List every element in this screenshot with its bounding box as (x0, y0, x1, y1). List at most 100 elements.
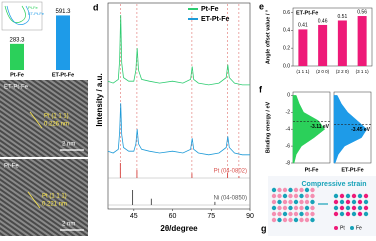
reference-label: Pt (04-0802) (214, 169, 247, 175)
value-label: 283.3 (9, 37, 25, 43)
lattice-atom (351, 193, 357, 199)
lattice-atom (282, 193, 288, 199)
lattice-atom (345, 199, 351, 205)
center-label: -3.45 eV (351, 127, 371, 133)
x-tick-label: Pt-Fe (10, 72, 24, 78)
lattice-atom (310, 205, 315, 211)
lattice-atom (357, 193, 363, 199)
inset-legend: ET-Pt-Fe (28, 11, 45, 16)
spacing-label: 0.221 nm (42, 202, 67, 208)
lattice-atom (288, 205, 293, 211)
x-tick-label: ET-Pt-Fe (52, 72, 74, 78)
lattice-atom (271, 187, 277, 193)
y-tick-label: 0.0 (283, 63, 290, 69)
x-tick-label: 60 (169, 213, 177, 220)
x-tick-label: (3 1 1) (356, 69, 370, 74)
scale-label: 2 nm (62, 142, 75, 148)
lattice-atom (293, 193, 299, 199)
lattice-atom (310, 199, 315, 205)
lattice-atom (333, 193, 339, 199)
series-label: ET-Pt-Fe (341, 167, 363, 173)
lattice-atom (293, 187, 299, 193)
inset-curve (4, 5, 26, 23)
plane-label: Pt (1 1 1) (44, 114, 69, 120)
lattice-atom (282, 217, 288, 223)
x-tick-label: (2 2 0) (336, 69, 350, 74)
tem-label: ET-Pt-Fe (4, 85, 29, 91)
legend-text: Pt-Fe (201, 6, 219, 13)
lattice-atom (293, 199, 299, 205)
legend-dot (334, 226, 338, 230)
series-label: Pt-Fe (305, 167, 319, 173)
lattice-atom (282, 211, 288, 217)
lattice-atom (271, 217, 277, 223)
lattice-atom (299, 211, 304, 217)
lattice-atom (310, 187, 315, 193)
lattice-atom (333, 211, 339, 217)
x-tick-label: 45 (130, 213, 138, 220)
lattice-atom (282, 205, 288, 211)
value-label: 0.46 (318, 18, 328, 24)
lattice-atom (277, 187, 282, 193)
lattice-atom (271, 193, 277, 199)
x-tick-label: (1 1 1) (296, 69, 310, 74)
legend-text: Fe (356, 225, 362, 231)
bar (10, 43, 24, 70)
lattice-atom (277, 211, 282, 217)
y-tick-label: 0 (287, 93, 290, 99)
lattice-atom (282, 199, 288, 205)
figure: ET-Pt-Fe Pt (1 1 1) 0.226 nm 2 nm Pt-Fe … (0, 1, 376, 236)
lattice-atom (277, 205, 282, 211)
panel-letter: e (259, 1, 264, 11)
y-tick-label: 0.2 (283, 45, 290, 51)
fringe-marker (29, 111, 43, 129)
tem-label: Pt-Fe (4, 164, 19, 170)
lattice (271, 187, 369, 223)
lattice-atom (310, 211, 315, 217)
lattice-atom (288, 211, 293, 217)
spacing-label: 0.226 nm (44, 122, 69, 128)
lattice-atom (299, 217, 304, 223)
schematic-box (268, 176, 376, 236)
lattice-atom (351, 199, 357, 205)
lattice-atom (351, 211, 357, 217)
lattice-atom (357, 205, 363, 211)
value-label: 0.56 (357, 9, 367, 15)
lattice-atom (363, 199, 369, 205)
lattice-atom (304, 205, 310, 211)
lattice-atom (333, 199, 339, 205)
lattice-atom (277, 217, 282, 223)
inset-legend: Pt-Fe (28, 5, 39, 10)
lattice-atom (345, 211, 351, 217)
reference-label: Ni (04-0850) (214, 196, 247, 202)
lattice-atom (363, 193, 369, 199)
bar (318, 24, 328, 66)
lattice-atom (363, 211, 369, 217)
lattice-atom (299, 193, 304, 199)
y-axis-title: Binding energy / eV (265, 101, 271, 153)
y-tick-label: 0.4 (283, 28, 290, 34)
lattice-atom (288, 193, 293, 199)
bar (298, 29, 308, 67)
lattice-atom (271, 205, 277, 211)
lattice-atom (282, 187, 288, 193)
line (107, 103, 250, 156)
lattice-atom (299, 205, 304, 211)
lattice-atom (304, 193, 310, 199)
lattice-atom (339, 193, 345, 199)
y-axis-title: Angle offset value / ° (265, 10, 271, 64)
lattice-atom (357, 199, 363, 205)
center-label: -3.11 eV (310, 124, 329, 130)
tem-image (0, 159, 88, 236)
lattice-atom (288, 217, 293, 223)
lattice-atom (351, 205, 357, 211)
dos-area (292, 95, 326, 164)
panel-letter: d (93, 2, 99, 12)
lattice-atom (288, 199, 293, 205)
plot-frame (107, 2, 251, 210)
line (107, 14, 250, 86)
y-tick-label: -4 (286, 127, 291, 133)
legend-dot (350, 226, 354, 230)
lattice-atom (304, 217, 310, 223)
lattice-atom (271, 199, 277, 205)
